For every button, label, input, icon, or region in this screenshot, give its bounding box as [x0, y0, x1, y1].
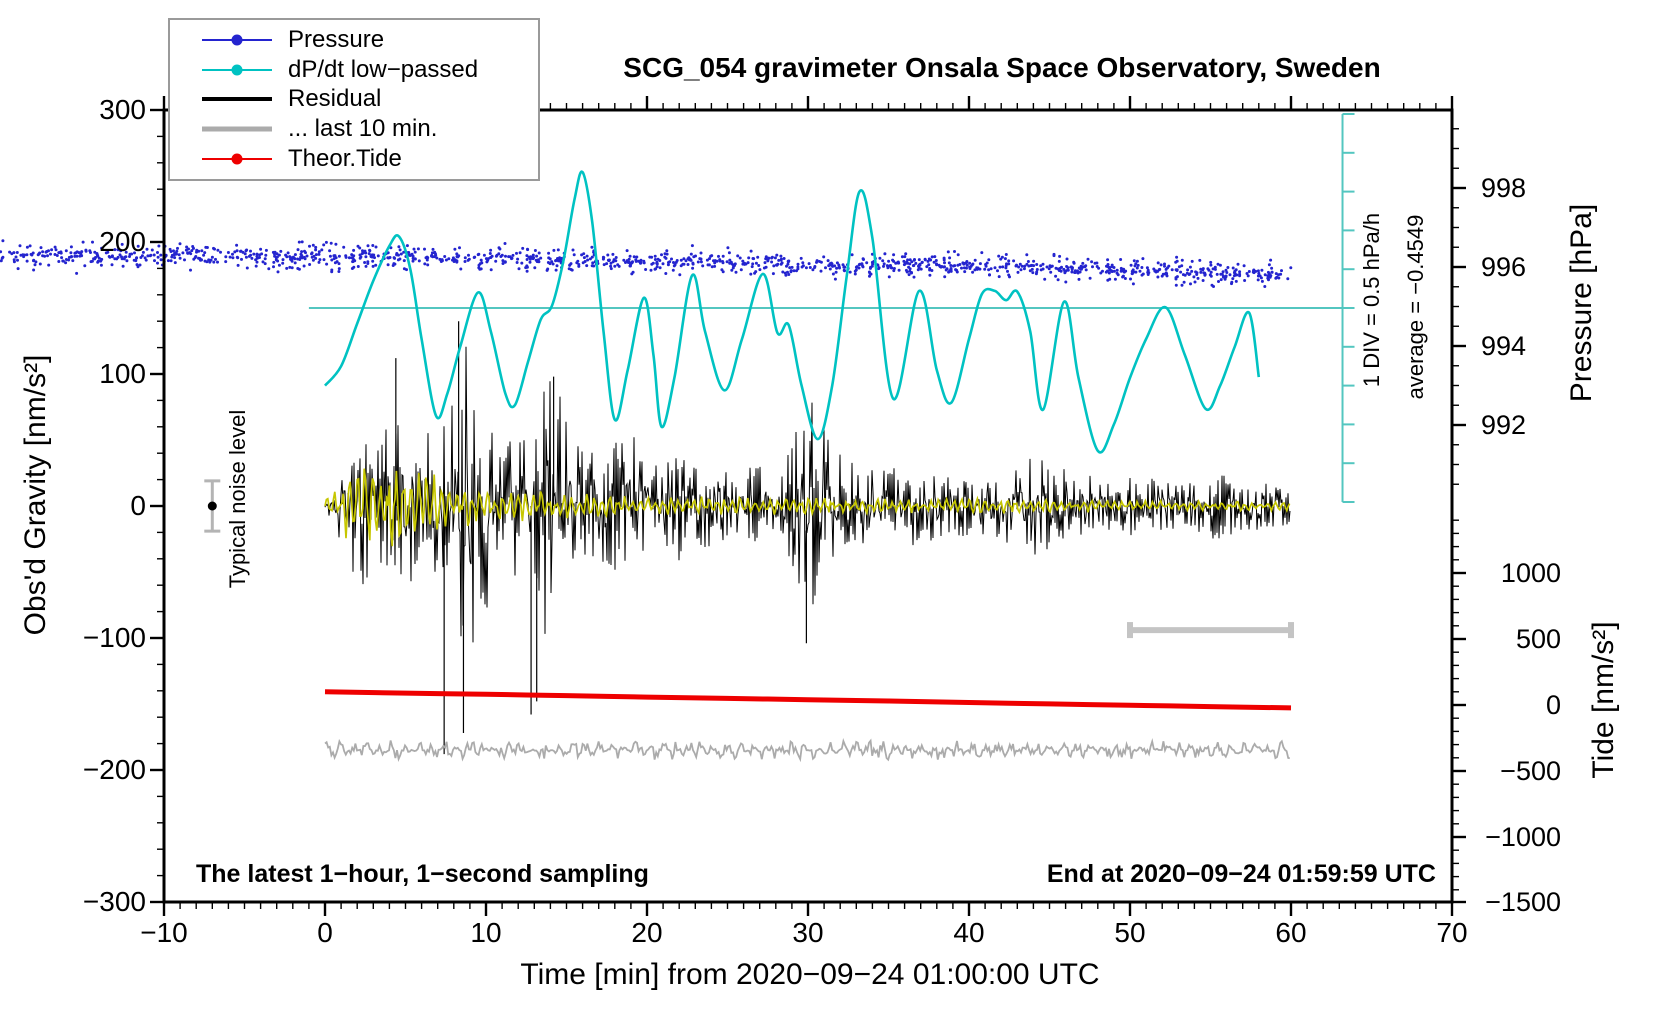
series-residual-filtered [324, 468, 1291, 547]
svg-text:0: 0 [317, 917, 333, 948]
legend-label-theortide: Theor.Tide [288, 145, 402, 173]
svg-text:70: 70 [1436, 917, 1467, 948]
legend-box: Pressure dP/dt low−passed Residual ... l… [168, 18, 540, 181]
svg-text:20: 20 [631, 917, 662, 948]
series-residual [324, 321, 1291, 755]
series-residual-last10 [324, 737, 1290, 763]
svg-text:0: 0 [130, 490, 146, 521]
svg-text:−100: −100 [83, 622, 146, 653]
svg-text:500: 500 [1516, 624, 1561, 654]
pressure-line-dot-icon [202, 34, 272, 46]
dpdt-line-dot-icon [202, 64, 272, 76]
series-pressure [0, 239, 1293, 288]
svg-text:998: 998 [1481, 173, 1526, 203]
last10-line-icon [202, 126, 272, 132]
svg-text:100: 100 [99, 358, 146, 389]
svg-text:996: 996 [1481, 252, 1526, 282]
plot-frame-and-ticks: −10 0 10 20 30 40 50 60 703002001000−100−200−300… [83, 94, 1561, 948]
average-note: average = −0.4549 [1403, 214, 1428, 400]
svg-text:−1500: −1500 [1485, 887, 1561, 917]
series-theor-tide [324, 689, 1292, 711]
legend-item-last10: ... last 10 min. [202, 115, 538, 143]
svg-text:−300: −300 [83, 886, 146, 917]
legend-label-residual: Residual [288, 85, 382, 113]
svg-text:60: 60 [1275, 917, 1306, 948]
gravity-axis-title: Obs'd Gravity [nm/s²] [19, 354, 52, 636]
svg-text:−10: −10 [140, 917, 188, 948]
svg-text:0: 0 [1546, 690, 1561, 720]
chart-title: SCG_054 gravimeter Onsala Space Observat… [623, 52, 1381, 83]
last10-window-bar [1127, 622, 1294, 639]
svg-text:300: 300 [99, 94, 146, 125]
svg-text:30: 30 [792, 917, 823, 948]
legend-item-theortide: Theor.Tide [202, 145, 538, 173]
time-axis-title: Time [min] from 2020−09−24 01:00:00 UTC [520, 958, 1100, 991]
legend-label-pressure: Pressure [288, 25, 385, 53]
svg-text:1000: 1000 [1501, 558, 1561, 588]
pressure-axis-title: Pressure [hPa] [1565, 203, 1598, 403]
legend-item-pressure: Pressure [202, 26, 538, 54]
residual-line-icon [202, 97, 272, 102]
tide-axis-title: Tide [nm/s²] [1587, 621, 1620, 779]
svg-text:992: 992 [1481, 410, 1526, 440]
legend-label-dpdt: dP/dt low−passed [288, 55, 479, 83]
svg-text:10: 10 [470, 917, 501, 948]
sampling-note: The latest 1−hour, 1−second sampling [196, 860, 649, 888]
legend-item-dpdt: dP/dt low−passed [202, 56, 538, 84]
svg-text:−1000: −1000 [1485, 822, 1561, 852]
svg-text:200: 200 [99, 226, 146, 257]
div-scale-note: 1 DIV = 0.5 hPa/h [1359, 212, 1384, 388]
svg-text:50: 50 [1114, 917, 1145, 948]
legend-item-residual: Residual [202, 85, 538, 113]
svg-text:994: 994 [1481, 331, 1526, 361]
typical-noise-marker [204, 479, 221, 533]
end-time-note: End at 2020−09−24 01:59:59 UTC [1046, 860, 1436, 888]
svg-text:40: 40 [953, 917, 984, 948]
theortide-line-dot-icon [202, 153, 272, 165]
dpdt-reference-lines [308, 113, 1355, 503]
series-dpdt-lowpassed [324, 170, 1261, 454]
svg-text:−200: −200 [83, 754, 146, 785]
svg-text:−500: −500 [1500, 756, 1561, 786]
legend-label-last10: ... last 10 min. [288, 115, 438, 143]
typical-noise-label: Typical noise level [225, 409, 250, 589]
